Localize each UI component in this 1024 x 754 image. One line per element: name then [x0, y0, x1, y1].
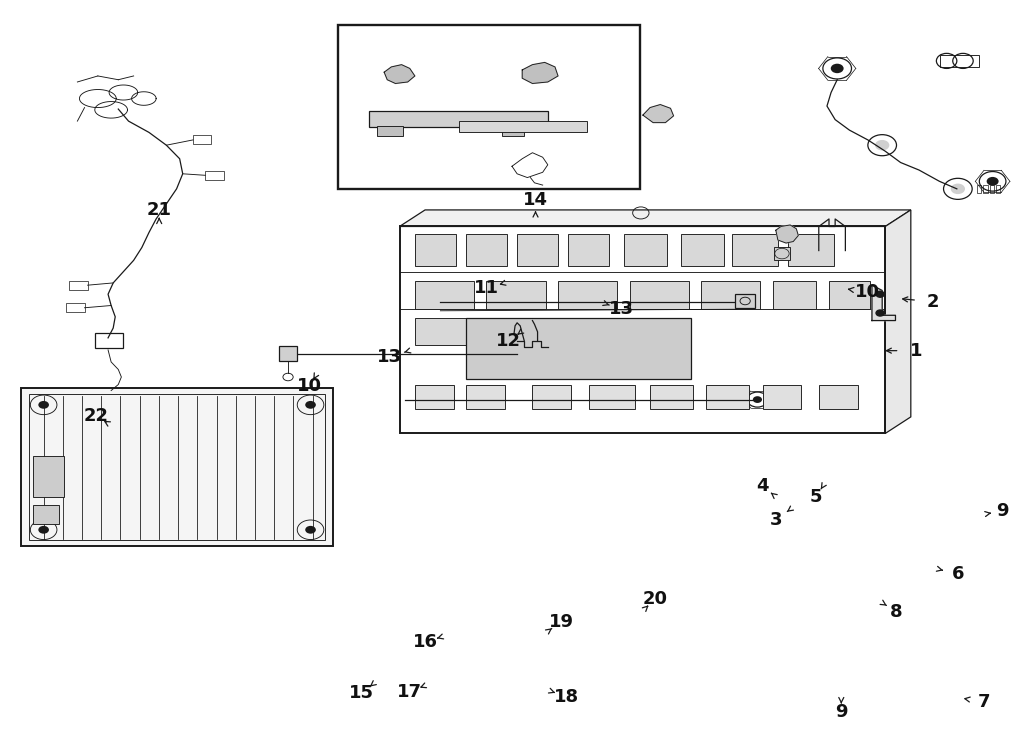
- Bar: [22, 388, 333, 547]
- Text: 13: 13: [609, 300, 634, 318]
- Bar: [95, 333, 124, 348]
- Text: 10: 10: [297, 377, 322, 395]
- Text: 14: 14: [523, 191, 548, 209]
- Bar: [369, 111, 548, 127]
- Circle shape: [987, 177, 998, 185]
- Polygon shape: [886, 210, 910, 434]
- Bar: [763, 385, 802, 409]
- Circle shape: [38, 526, 49, 534]
- Text: 4: 4: [757, 477, 769, 495]
- Circle shape: [305, 526, 315, 534]
- Polygon shape: [384, 65, 415, 84]
- Bar: [732, 234, 778, 265]
- Bar: [829, 280, 870, 309]
- Circle shape: [877, 291, 885, 297]
- Text: 12: 12: [497, 332, 521, 350]
- Bar: [589, 385, 635, 409]
- Bar: [415, 280, 474, 309]
- Bar: [34, 505, 59, 524]
- Bar: [399, 226, 886, 434]
- Text: 22: 22: [83, 407, 109, 425]
- Circle shape: [38, 401, 49, 409]
- Bar: [205, 171, 223, 179]
- Text: 10: 10: [855, 283, 881, 301]
- Bar: [502, 126, 524, 136]
- Bar: [338, 25, 640, 188]
- Bar: [788, 234, 835, 265]
- Bar: [415, 318, 474, 345]
- Bar: [977, 185, 981, 192]
- Bar: [415, 234, 456, 265]
- Bar: [70, 280, 88, 290]
- Text: 5: 5: [809, 489, 822, 507]
- Bar: [193, 136, 211, 145]
- Polygon shape: [776, 225, 799, 243]
- Text: 19: 19: [549, 612, 573, 630]
- Bar: [30, 394, 325, 541]
- Bar: [568, 234, 609, 265]
- Bar: [486, 280, 546, 309]
- Bar: [279, 346, 297, 361]
- Circle shape: [305, 401, 315, 409]
- Bar: [707, 385, 750, 409]
- Bar: [774, 247, 791, 260]
- Text: 7: 7: [978, 693, 990, 711]
- Polygon shape: [643, 105, 674, 123]
- Bar: [517, 234, 558, 265]
- Text: 9: 9: [835, 703, 848, 721]
- Polygon shape: [399, 210, 910, 226]
- Circle shape: [753, 396, 762, 403]
- Bar: [558, 280, 617, 309]
- Text: 13: 13: [377, 348, 401, 366]
- Polygon shape: [872, 285, 895, 320]
- Bar: [773, 280, 816, 309]
- Bar: [466, 234, 507, 265]
- Text: 8: 8: [890, 602, 903, 621]
- Bar: [940, 55, 979, 67]
- Bar: [819, 385, 858, 409]
- Text: 2: 2: [927, 293, 940, 311]
- Text: 18: 18: [554, 688, 579, 706]
- Bar: [630, 318, 689, 345]
- Circle shape: [830, 63, 844, 73]
- Bar: [558, 318, 617, 345]
- Bar: [415, 385, 454, 409]
- Bar: [459, 121, 587, 133]
- Bar: [735, 294, 756, 308]
- Bar: [466, 385, 505, 409]
- Text: 17: 17: [397, 682, 422, 700]
- Bar: [625, 234, 668, 265]
- Bar: [630, 280, 689, 309]
- Circle shape: [876, 140, 889, 151]
- Text: 15: 15: [349, 684, 374, 702]
- Bar: [983, 185, 987, 192]
- Bar: [486, 318, 546, 345]
- Bar: [650, 385, 693, 409]
- Text: 9: 9: [996, 502, 1009, 520]
- Circle shape: [950, 183, 965, 194]
- Bar: [532, 385, 571, 409]
- Bar: [466, 318, 691, 379]
- Bar: [377, 126, 402, 136]
- Text: 16: 16: [413, 633, 437, 651]
- Text: 6: 6: [951, 566, 965, 583]
- Text: 20: 20: [643, 590, 668, 608]
- Circle shape: [877, 310, 885, 316]
- Bar: [34, 456, 65, 498]
- Text: 21: 21: [146, 201, 172, 219]
- Text: 3: 3: [770, 511, 782, 529]
- Bar: [989, 185, 993, 192]
- Bar: [995, 185, 999, 192]
- Bar: [681, 234, 724, 265]
- Bar: [67, 303, 85, 312]
- Text: 1: 1: [909, 342, 923, 360]
- Bar: [701, 280, 761, 309]
- Text: 11: 11: [474, 279, 499, 297]
- Polygon shape: [522, 63, 558, 84]
